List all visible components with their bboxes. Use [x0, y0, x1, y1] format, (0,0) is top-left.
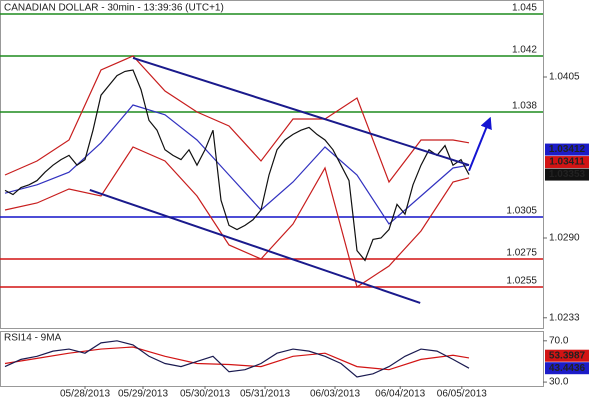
price-tag-label: 43.4436 [549, 363, 586, 374]
x-tick-label: 05/28/2013 [60, 389, 110, 400]
level-label: 1.0275 [506, 248, 537, 259]
price-tag-label: 1.03353 [549, 169, 586, 180]
price-tag [545, 362, 589, 375]
x-tick-label: 05/29/2013 [118, 389, 168, 400]
level-label: 1.0305 [506, 206, 537, 217]
price-tag [545, 349, 589, 362]
price-tag-label: 1.03412 [549, 144, 586, 155]
rsi-title: RSI14 - 9MA [4, 333, 62, 344]
level-label: 1.045 [512, 3, 537, 14]
y-tick-label: 30.0 [549, 377, 569, 388]
price-tag-label: 53.3987 [549, 350, 586, 361]
y-tick-label: 1.0233 [549, 312, 580, 323]
x-tick-label: 06/03/2013 [310, 389, 360, 400]
price-tag [545, 143, 589, 156]
level-label: 1.042 [512, 45, 537, 56]
series-line [4, 55, 470, 184]
series-line [4, 346, 470, 371]
trend-line [132, 57, 470, 167]
x-tick-label: 05/31/2013 [240, 389, 290, 400]
level-label: 1.038 [512, 101, 537, 112]
rsi-panel [0, 331, 544, 387]
level-label: 1.0255 [506, 276, 537, 287]
trend-line [89, 189, 421, 304]
arrow [468, 116, 492, 172]
y-tick-label: 1.0405 [549, 72, 580, 83]
series-line [4, 146, 470, 288]
y-tick-label: 70.0 [549, 335, 569, 346]
price-tag-label: 1.03411 [549, 157, 585, 168]
x-tick-label: 06/05/2013 [437, 389, 487, 400]
x-tick-label: 06/04/2013 [375, 389, 425, 400]
price-tag [545, 168, 589, 181]
series-line [4, 340, 470, 378]
series-line [4, 69, 470, 262]
x-tick-label: 05/30/2013 [180, 389, 230, 400]
price-tag [545, 156, 589, 169]
chart-title: CANADIAN DOLLAR - 30min - 13:39:36 (UTC+… [4, 3, 224, 14]
y-tick-label: 1.0290 [549, 233, 580, 244]
